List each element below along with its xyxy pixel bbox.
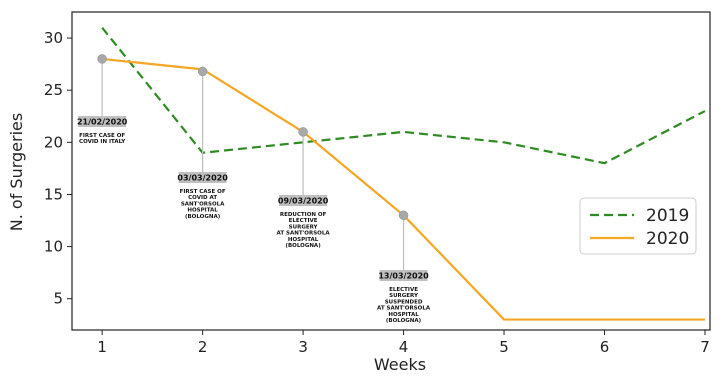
- annotation-marker: [298, 127, 308, 137]
- annotation-date-box: [279, 195, 328, 206]
- annotation-text: ELECTIVE: [289, 218, 318, 224]
- annotation-text: HOSPITAL: [288, 237, 319, 243]
- annotation-text: SURGERY: [389, 293, 419, 299]
- annotation-text: SURGERY: [289, 224, 319, 230]
- legend-label-2020: 2020: [646, 229, 689, 249]
- annotation-text: HOSPITAL: [388, 312, 419, 318]
- x-tick-label: 3: [298, 338, 308, 356]
- y-tick-label: 25: [44, 81, 63, 99]
- annotation-date: 03/03/2020: [177, 174, 228, 183]
- y-tick-label: 5: [53, 290, 63, 308]
- annotation-text: HOSPITAL: [187, 208, 218, 214]
- annotation-text: FIRST CASE OF: [79, 133, 125, 139]
- annotation-date-box: [178, 172, 227, 183]
- legend: 2019 2020: [579, 197, 697, 255]
- x-tick-label: 6: [600, 338, 610, 356]
- annotation-text: AT SANT'ORSOLA: [277, 231, 331, 237]
- annotation-text: AT SANT'ORSOLA: [377, 306, 431, 312]
- annotation-date: 09/03/2020: [278, 197, 329, 206]
- y-tick-label: 30: [44, 29, 63, 47]
- annotation-text: (BOLOGNA): [285, 243, 321, 249]
- annotation-text: SANT'ORSOLA: [181, 201, 225, 207]
- y-tick-label: 10: [44, 238, 63, 256]
- annotation-date-box: [78, 116, 127, 127]
- annotation-text: (BOLOGNA): [185, 214, 221, 220]
- y-tick-label: 20: [44, 133, 63, 151]
- y-tick-label: 15: [44, 185, 63, 203]
- annotation-date: 21/02/2020: [77, 118, 128, 127]
- annotation-text: REDUCTION OF: [280, 212, 327, 218]
- axes: 1 2 3 4 5 6 7 5 10 15 20 25 30: [44, 29, 710, 356]
- x-tick-label: 5: [499, 338, 509, 356]
- plot-area: [71, 11, 711, 331]
- legend-box: [579, 197, 697, 255]
- annotation-text: COVID IN ITALY: [79, 139, 126, 145]
- x-tick-label: 1: [97, 338, 107, 356]
- x-tick-label: 4: [399, 338, 409, 356]
- annotation-marker: [97, 54, 107, 64]
- x-tick-label: 7: [700, 338, 710, 356]
- annotation-text: FIRST CASE OF: [180, 189, 226, 195]
- legend-label-2019: 2019: [646, 206, 689, 226]
- x-axis-label: Weeks: [374, 355, 426, 374]
- annotation-text: SUSPENDED: [385, 299, 423, 305]
- x-tick-label: 2: [198, 338, 208, 356]
- annotation-text: COVID AT: [188, 195, 217, 201]
- annotation-text: (BOLOGNA): [386, 318, 422, 324]
- annotation-3: 09/03/2020 REDUCTION OFELECTIVESURGERYAT …: [277, 127, 331, 249]
- annotation-marker: [398, 210, 409, 221]
- annotation-date: 13/03/2020: [378, 272, 429, 281]
- annotation-text: ELECTIVE: [389, 287, 418, 293]
- annotation-date-box: [379, 270, 428, 281]
- y-axis-label: N. of Surgeries: [7, 113, 26, 231]
- annotation-marker: [197, 66, 208, 77]
